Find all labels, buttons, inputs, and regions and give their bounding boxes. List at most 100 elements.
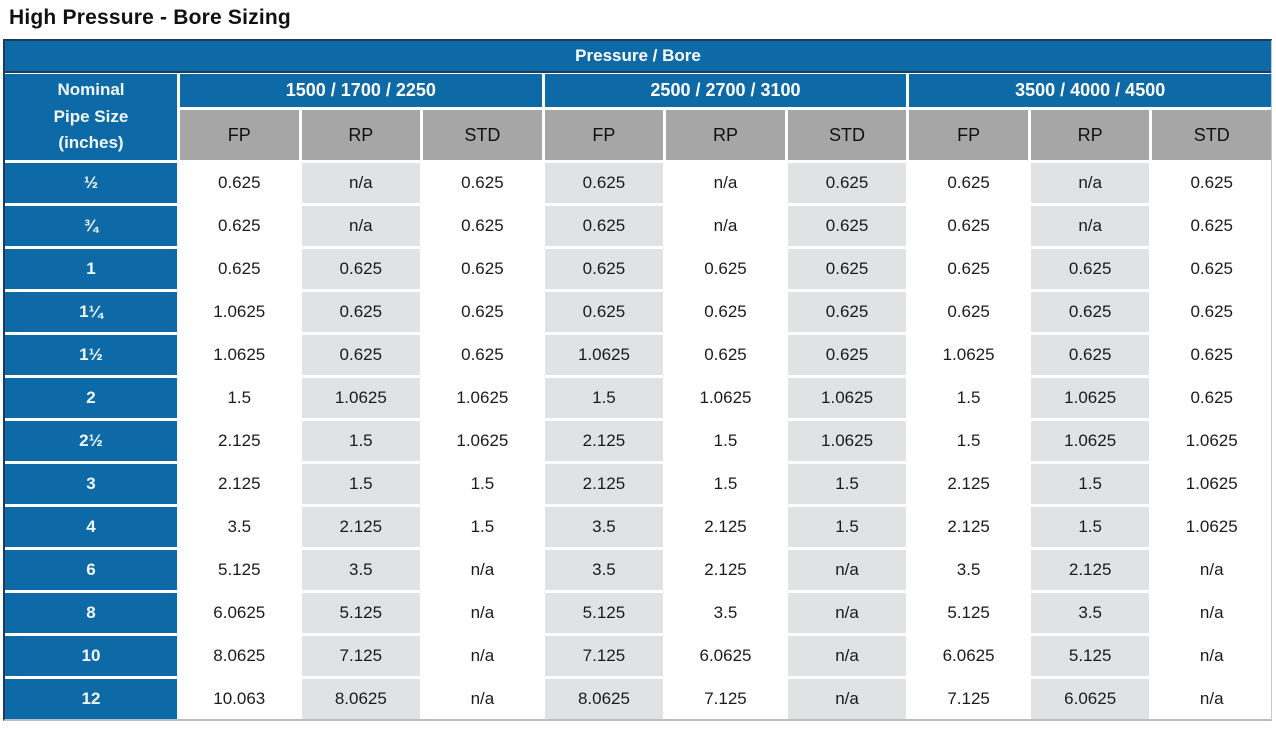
bore-value-cell: 2.125 bbox=[909, 507, 1028, 547]
bore-value-cell: 2.125 bbox=[1030, 550, 1150, 590]
bore-value-cell: 1.5 bbox=[666, 421, 785, 461]
bore-value-cell: 0.625 bbox=[423, 206, 542, 246]
bore-value-cell: 1.5 bbox=[666, 464, 785, 504]
bore-value-cell: 1.5 bbox=[301, 421, 421, 461]
bore-value-cell: 7.125 bbox=[544, 636, 664, 676]
bore-value-cell: 1.5 bbox=[909, 421, 1028, 461]
bore-value-cell: 2.125 bbox=[666, 550, 785, 590]
column-header-fp: FP bbox=[544, 110, 664, 160]
bore-value-cell: 0.625 bbox=[544, 206, 664, 246]
pipe-size-cell: 4 bbox=[5, 507, 177, 547]
corner-header-line: (inches) bbox=[58, 133, 124, 153]
bore-value-cell: 0.625 bbox=[423, 163, 542, 203]
pipe-size-cell: 1½ bbox=[5, 335, 177, 375]
bore-value-cell: 1.5 bbox=[1030, 507, 1150, 547]
bore-value-cell: 1.5 bbox=[423, 464, 542, 504]
pipe-size-cell: 8 bbox=[5, 593, 177, 633]
bore-value-cell: 6.0625 bbox=[666, 636, 785, 676]
pipe-size-cell: ¾ bbox=[5, 206, 177, 246]
bore-value-cell: 3.5 bbox=[301, 550, 421, 590]
bore-value-cell: n/a bbox=[1152, 550, 1271, 590]
bore-value-cell: 5.125 bbox=[544, 593, 664, 633]
bore-value-cell: 3.5 bbox=[180, 507, 299, 547]
bore-value-cell: 0.625 bbox=[301, 249, 421, 289]
bore-value-cell: 3.5 bbox=[666, 593, 785, 633]
bore-value-cell: 0.625 bbox=[1152, 292, 1271, 332]
table-header-pressure-bore: Pressure / Bore bbox=[5, 41, 1271, 71]
bore-value-cell: 3.5 bbox=[1030, 593, 1150, 633]
pipe-size-cell: 1 bbox=[5, 249, 177, 289]
bore-value-cell: 5.125 bbox=[909, 593, 1028, 633]
bore-value-cell: 1.0625 bbox=[1152, 421, 1271, 461]
bore-value-cell: 0.625 bbox=[544, 292, 664, 332]
bore-value-cell: 1.5 bbox=[787, 464, 907, 504]
pipe-size-cell: 3 bbox=[5, 464, 177, 504]
bore-value-cell: 0.625 bbox=[1152, 335, 1271, 375]
bore-value-cell: 1.0625 bbox=[1030, 378, 1150, 418]
bore-value-cell: 7.125 bbox=[909, 679, 1028, 719]
bore-value-cell: 1.0625 bbox=[1152, 464, 1271, 504]
bore-value-cell: 7.125 bbox=[301, 636, 421, 676]
bore-value-cell: n/a bbox=[1030, 206, 1150, 246]
bore-value-cell: 0.625 bbox=[787, 249, 907, 289]
bore-value-cell: n/a bbox=[787, 593, 907, 633]
bore-value-cell: 0.625 bbox=[787, 163, 907, 203]
bore-value-cell: 0.625 bbox=[1152, 249, 1271, 289]
bore-value-cell: n/a bbox=[787, 679, 907, 719]
bore-value-cell: 0.625 bbox=[544, 249, 664, 289]
bore-value-cell: 0.625 bbox=[544, 163, 664, 203]
column-header-rp: RP bbox=[301, 110, 421, 160]
bore-value-cell: 5.125 bbox=[180, 550, 299, 590]
pipe-size-cell: ½ bbox=[5, 163, 177, 203]
bore-value-cell: 0.625 bbox=[1152, 206, 1271, 246]
bore-value-cell: 5.125 bbox=[301, 593, 421, 633]
page-title: High Pressure - Bore Sizing bbox=[9, 6, 291, 29]
bore-value-cell: 1.0625 bbox=[180, 292, 299, 332]
bore-value-cell: 3.5 bbox=[909, 550, 1028, 590]
bore-value-cell: 0.625 bbox=[909, 249, 1028, 289]
bore-value-cell: n/a bbox=[423, 550, 542, 590]
bore-value-cell: n/a bbox=[423, 636, 542, 676]
pipe-size-cell: 1¼ bbox=[5, 292, 177, 332]
bore-value-cell: n/a bbox=[1030, 163, 1150, 203]
bore-value-cell: 1.5 bbox=[544, 378, 664, 418]
bore-value-cell: 0.625 bbox=[180, 249, 299, 289]
bore-sizing-table: Pressure / Bore Nominal Pipe Size (inche… bbox=[3, 39, 1272, 721]
bore-value-cell: 8.0625 bbox=[180, 636, 299, 676]
bore-value-cell: 0.625 bbox=[909, 292, 1028, 332]
corner-header-line: Pipe Size bbox=[53, 106, 129, 126]
bore-value-cell: 8.0625 bbox=[544, 679, 664, 719]
bore-value-cell: 1.0625 bbox=[787, 421, 907, 461]
corner-header-nominal-pipe-size: Nominal Pipe Size (inches) bbox=[5, 74, 177, 160]
bore-value-cell: 0.625 bbox=[787, 335, 907, 375]
pipe-size-cell: 10 bbox=[5, 636, 177, 676]
bore-value-cell: n/a bbox=[666, 163, 785, 203]
bore-value-cell: 1.0625 bbox=[301, 378, 421, 418]
bore-value-cell: 0.625 bbox=[666, 292, 785, 332]
bore-value-cell: 3.5 bbox=[544, 507, 664, 547]
bore-value-cell: 0.625 bbox=[423, 292, 542, 332]
bore-value-cell: 0.625 bbox=[1030, 249, 1150, 289]
bore-value-cell: 1.5 bbox=[787, 507, 907, 547]
pipe-size-cell: 6 bbox=[5, 550, 177, 590]
column-header-rp: RP bbox=[666, 110, 785, 160]
bore-value-cell: 5.125 bbox=[1030, 636, 1150, 676]
column-header-std: STD bbox=[787, 110, 907, 160]
bore-value-cell: 0.625 bbox=[666, 335, 785, 375]
bore-value-cell: 1.0625 bbox=[423, 378, 542, 418]
column-header-fp: FP bbox=[180, 110, 299, 160]
bore-value-cell: n/a bbox=[666, 206, 785, 246]
bore-value-cell: 0.625 bbox=[180, 206, 299, 246]
bore-value-cell: 1.0625 bbox=[423, 421, 542, 461]
bore-value-cell: 0.625 bbox=[909, 206, 1028, 246]
bore-value-cell: 6.0625 bbox=[909, 636, 1028, 676]
bore-value-cell: 0.625 bbox=[423, 335, 542, 375]
pipe-size-cell: 12 bbox=[5, 679, 177, 719]
bore-value-cell: 0.625 bbox=[1030, 335, 1150, 375]
bore-value-cell: 0.625 bbox=[1152, 378, 1271, 418]
column-header-std: STD bbox=[1152, 110, 1271, 160]
column-header-fp: FP bbox=[909, 110, 1028, 160]
pipe-size-cell: 2 bbox=[5, 378, 177, 418]
bore-value-cell: 1.0625 bbox=[1030, 421, 1150, 461]
